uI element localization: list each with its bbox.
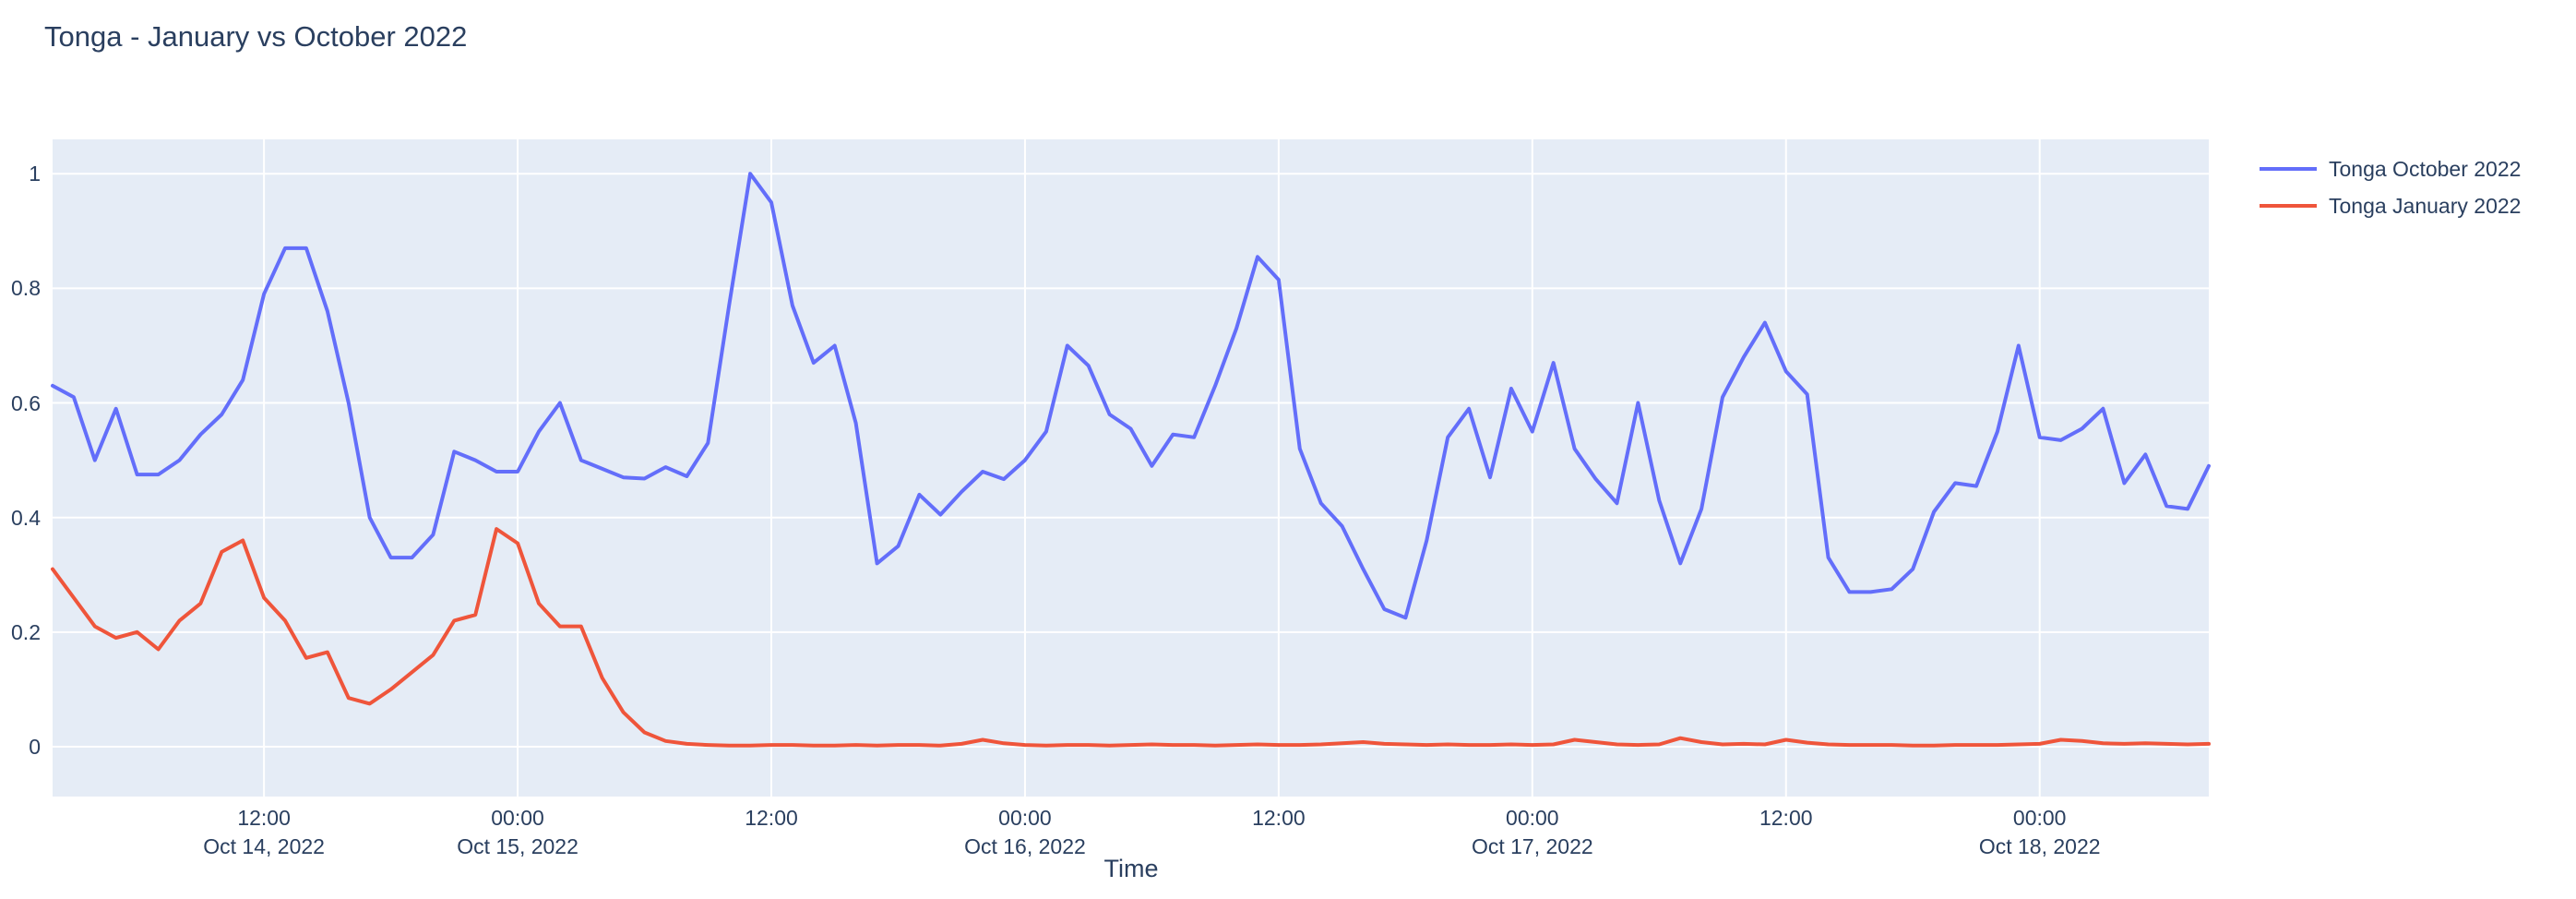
x-tick-time-label: 00:00 [1506,806,1559,830]
x-tick-time-label: 00:00 [998,806,1052,830]
series-line-tonga-october-2022[interactable] [51,172,2211,620]
series-line-tonga-january-2022[interactable] [51,527,2211,748]
y-tick-label: 0.4 [11,505,41,530]
y-tick-label: 0 [29,734,41,759]
chart-title: Tonga - January vs October 2022 [44,20,468,53]
x-tick-time-label: 12:00 [237,806,291,830]
y-tick-label: 1 [29,162,41,186]
y-tick-label: 0.8 [11,276,41,301]
plot-background [53,139,2209,797]
x-tick-time-label: 12:00 [1252,806,1306,830]
legend-item-tonga-october-2022[interactable]: Tonga October 2022 [2259,150,2521,187]
y-tick-label: 0.6 [11,390,41,415]
x-tick-time-label: 00:00 [491,806,544,830]
legend: Tonga October 2022 Tonga January 2022 [2259,150,2521,224]
x-tick-date-label: Oct 18, 2022 [1978,834,2101,858]
legend-label: Tonga January 2022 [2329,193,2522,218]
legend-swatch-october [2260,167,2317,171]
x-tick-date-label: Oct 16, 2022 [964,834,1086,858]
x-tick-time-label: 00:00 [2012,806,2067,830]
legend-item-tonga-january-2022[interactable]: Tonga January 2022 [2259,187,2521,224]
x-tick-date-label: Oct 17, 2022 [1471,834,1593,858]
x-axis-title: Time [1103,855,1159,882]
x-tick-date-label: Oct 14, 2022 [203,834,325,858]
legend-label: Tonga October 2022 [2329,156,2522,181]
x-tick-date-label: Oct 15, 2022 [457,834,578,858]
x-tick-time-label: 12:00 [1759,806,1813,830]
y-tick-label: 0.2 [11,619,41,644]
legend-swatch-january [2260,204,2317,208]
x-tick-time-label: 12:00 [745,806,798,830]
